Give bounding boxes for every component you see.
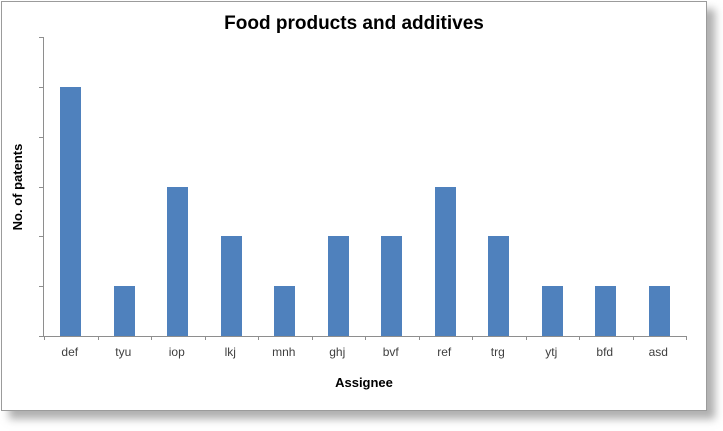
x-axis-labels: def tyu iop lkj mnh ghj bvf ref trg ytj bfd asd xyxy=(43,345,685,359)
chart-card: Food products and additives No. of paten… xyxy=(1,1,707,411)
y-axis-tick xyxy=(39,86,44,88)
bar-bfd xyxy=(595,286,617,336)
x-tick-label-def: def xyxy=(61,345,79,359)
x-axis-tick xyxy=(365,336,366,340)
bar-slot-ytj xyxy=(526,37,580,336)
x-tick-label-iop: iop xyxy=(168,345,185,359)
y-axis-tick xyxy=(39,336,44,337)
bar-slot-ref xyxy=(419,37,473,336)
x-axis-tick xyxy=(632,336,634,340)
bar-def xyxy=(60,86,82,336)
x-tick-label-trg: trg xyxy=(490,345,505,359)
x-tick-label-bfd: bfd xyxy=(596,345,614,359)
x-axis-tick xyxy=(97,336,99,340)
bar-slot-def xyxy=(44,37,98,336)
x-tick-label-tyu: tyu xyxy=(115,345,132,359)
x-axis-tick xyxy=(151,336,152,340)
x-axis-tick xyxy=(579,336,580,340)
y-axis-tick xyxy=(39,186,44,188)
x-axis-tick xyxy=(686,336,687,340)
y-axis-tick xyxy=(39,37,44,38)
x-tick-label-lkj: lkj xyxy=(224,345,236,359)
bar-ref xyxy=(434,186,456,336)
x-axis-title: Assignee xyxy=(335,375,393,390)
x-axis-tick xyxy=(204,336,206,340)
bar-tyu xyxy=(113,286,135,336)
bar-asd xyxy=(648,286,670,336)
bar-ghj xyxy=(327,236,349,336)
bar-iop xyxy=(167,186,189,336)
x-tick-label-ytj: ytj xyxy=(545,345,558,359)
y-axis-tick xyxy=(39,136,44,138)
x-tick-label-ref: ref xyxy=(437,345,452,359)
bar-slot-bfd xyxy=(579,37,633,336)
bar-slot-bvf xyxy=(365,37,419,336)
x-tick-label-asd: asd xyxy=(648,345,668,359)
bar-slot-ghj xyxy=(312,37,366,336)
bar-slot-mnh xyxy=(258,37,312,336)
bar-ytj xyxy=(541,286,563,336)
bar-slot-iop xyxy=(151,37,205,336)
bar-trg xyxy=(488,236,510,336)
x-axis-tick xyxy=(311,336,313,340)
x-tick-label-ghj: ghj xyxy=(329,345,346,359)
bar-slot-lkj xyxy=(205,37,259,336)
bar-slot-trg xyxy=(472,37,526,336)
x-axis-tick xyxy=(418,336,420,340)
x-tick-label-mnh: mnh xyxy=(272,345,296,359)
x-tick-label-bvf: bvf xyxy=(382,345,399,359)
bar-slot-asd xyxy=(633,37,687,336)
x-axis-tick xyxy=(44,336,45,340)
x-axis-tick xyxy=(258,336,259,340)
bar-lkj xyxy=(220,236,242,336)
x-axis-tick xyxy=(472,336,473,340)
y-axis-tick xyxy=(39,236,44,238)
plot-area xyxy=(39,37,687,340)
y-axis-tick xyxy=(39,286,44,288)
bar-mnh xyxy=(274,286,296,336)
y-axis-title-text: No. of patents xyxy=(10,143,25,231)
x-axis-tick xyxy=(525,336,527,340)
bar-slot-tyu xyxy=(98,37,152,336)
bars-container xyxy=(44,37,686,336)
chart-title: Food products and additives xyxy=(224,13,484,34)
bar-bvf xyxy=(381,236,403,336)
